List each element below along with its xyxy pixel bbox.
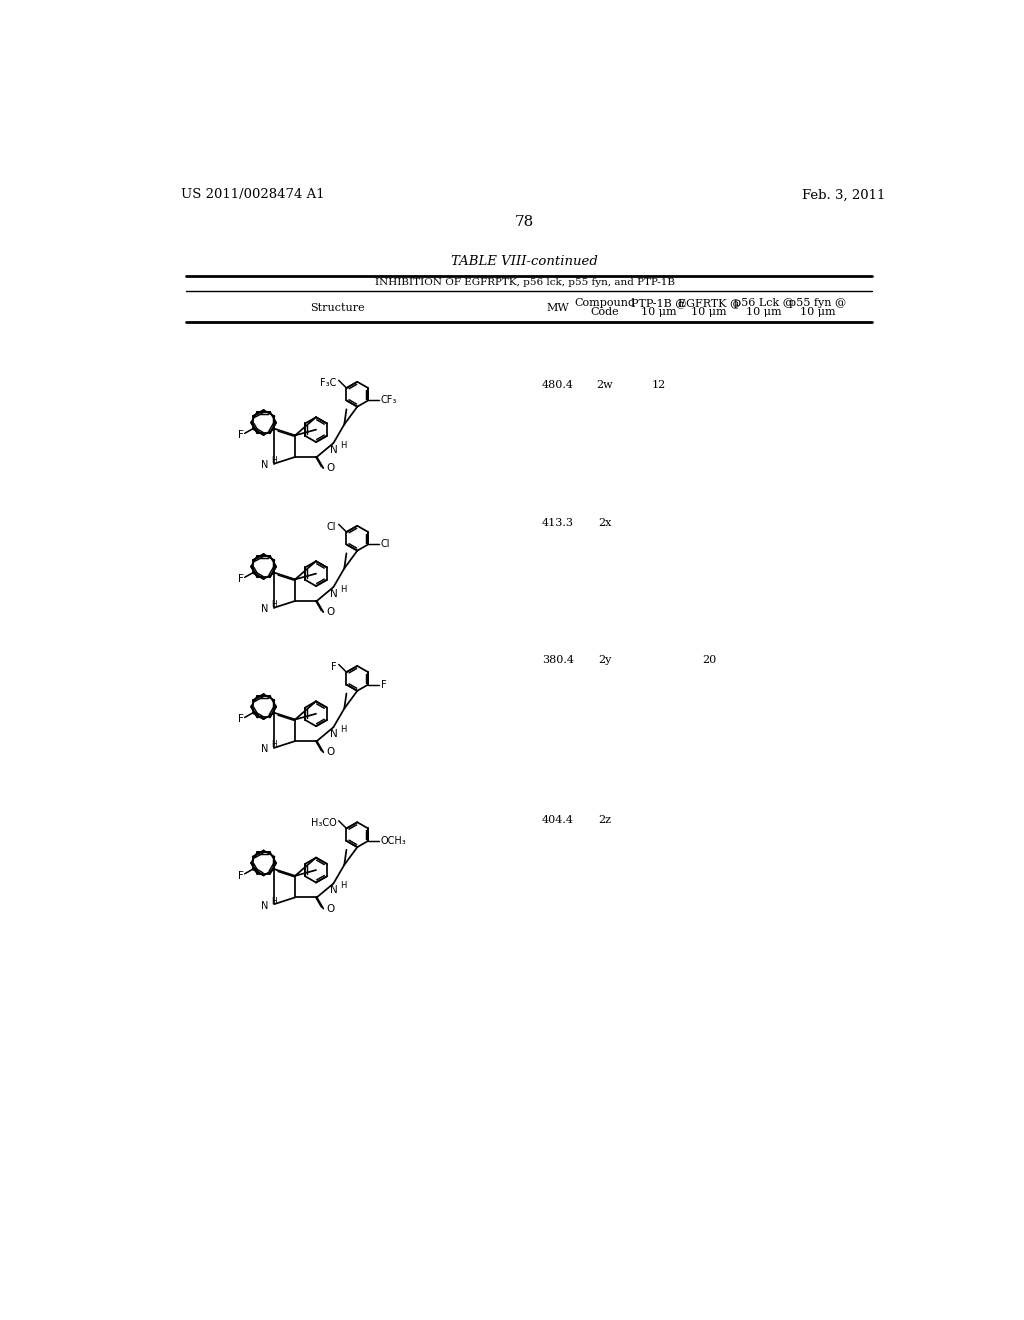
- Text: O: O: [327, 463, 335, 473]
- Text: F₃C: F₃C: [321, 378, 336, 388]
- Text: 20: 20: [702, 655, 717, 665]
- Text: EGFRTK @: EGFRTK @: [678, 298, 740, 309]
- Text: 2z: 2z: [598, 814, 611, 825]
- Text: Code: Code: [590, 306, 618, 317]
- Text: H: H: [271, 601, 278, 609]
- Text: Cl: Cl: [327, 521, 336, 532]
- Text: H: H: [271, 457, 278, 465]
- Text: 480.4: 480.4: [542, 380, 574, 389]
- Text: N: N: [261, 605, 268, 614]
- Text: MW: MW: [547, 302, 569, 313]
- Text: p56 Lck @: p56 Lck @: [733, 298, 794, 309]
- Text: N: N: [261, 744, 268, 754]
- Text: 10 μm: 10 μm: [641, 306, 677, 317]
- Text: N: N: [261, 900, 268, 911]
- Text: 2w: 2w: [596, 380, 613, 389]
- Text: INHIBITION OF EGFRPTK, p56 lck, p55 fyn, and PTP-1B: INHIBITION OF EGFRPTK, p56 lck, p55 fyn,…: [375, 279, 675, 288]
- Text: H₃CO: H₃CO: [310, 818, 336, 829]
- Text: N: N: [330, 445, 337, 454]
- Text: 413.3: 413.3: [542, 519, 574, 528]
- Text: H: H: [340, 725, 346, 734]
- Text: Compound: Compound: [574, 298, 635, 309]
- Text: H: H: [340, 585, 346, 594]
- Text: 10 μm: 10 μm: [691, 306, 727, 317]
- Text: F: F: [239, 574, 245, 585]
- Text: 2x: 2x: [598, 519, 611, 528]
- Text: N: N: [330, 589, 337, 599]
- Text: N: N: [330, 729, 337, 739]
- Text: PTP-1B @: PTP-1B @: [631, 298, 686, 309]
- Text: Structure: Structure: [310, 302, 365, 313]
- Text: 10 μm: 10 μm: [800, 306, 836, 317]
- Text: F: F: [331, 663, 336, 672]
- Text: TABLE VIII-continued: TABLE VIII-continued: [452, 255, 598, 268]
- Text: 78: 78: [515, 215, 535, 230]
- Text: H: H: [271, 741, 278, 750]
- Text: O: O: [327, 607, 335, 618]
- Text: Feb. 3, 2011: Feb. 3, 2011: [802, 189, 886, 202]
- Text: N: N: [261, 461, 268, 470]
- Text: O: O: [327, 904, 335, 913]
- Text: F: F: [381, 680, 386, 689]
- Text: US 2011/0028474 A1: US 2011/0028474 A1: [180, 189, 325, 202]
- Text: F: F: [239, 714, 245, 725]
- Text: 10 μm: 10 μm: [745, 306, 781, 317]
- Text: O: O: [327, 747, 335, 758]
- Text: CF₃: CF₃: [381, 396, 397, 405]
- Text: N: N: [330, 886, 337, 895]
- Text: 380.4: 380.4: [542, 655, 574, 665]
- Text: p55 fyn @: p55 fyn @: [790, 298, 846, 309]
- Text: F: F: [239, 430, 245, 441]
- Text: H: H: [271, 896, 278, 906]
- Text: H: H: [340, 441, 346, 450]
- Text: H: H: [340, 882, 346, 890]
- Text: 2y: 2y: [598, 655, 611, 665]
- Text: OCH₃: OCH₃: [381, 836, 407, 846]
- Text: Cl: Cl: [381, 540, 390, 549]
- Text: F: F: [239, 871, 245, 880]
- Text: 12: 12: [651, 380, 666, 389]
- Text: 404.4: 404.4: [542, 814, 574, 825]
